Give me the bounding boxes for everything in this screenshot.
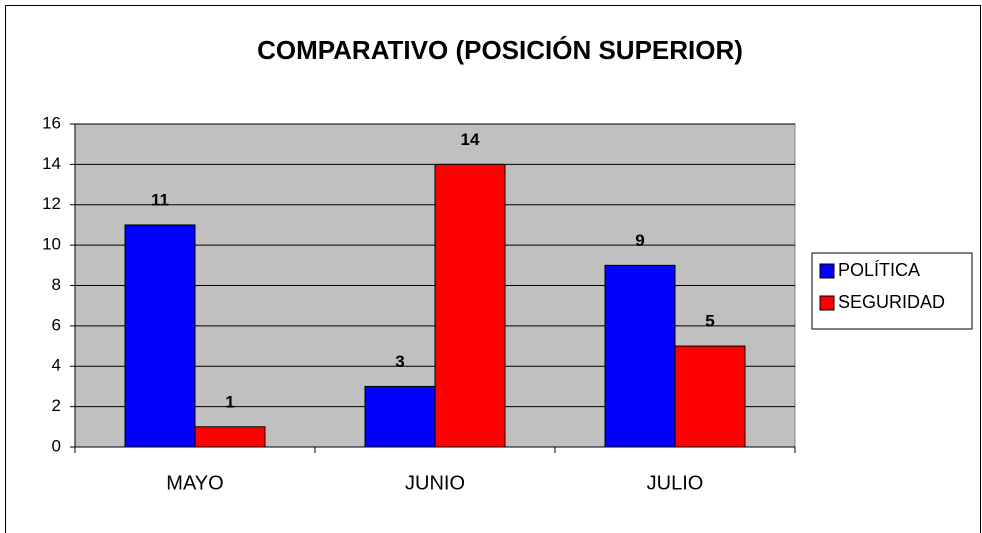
y-tick-label: 6 (52, 315, 61, 334)
bar (434, 163, 506, 448)
y-tick-label: 12 (42, 194, 61, 213)
data-label: 14 (461, 130, 480, 149)
y-tick-label: 16 (42, 113, 61, 132)
x-tick-label: JULIO (647, 472, 704, 494)
bar (364, 385, 436, 448)
bar (604, 264, 676, 448)
bar (124, 224, 196, 448)
y-tick-label: 14 (42, 154, 61, 173)
data-label: 5 (705, 312, 714, 331)
y-tick-label: 0 (52, 436, 61, 455)
x-tick-label: JUNIO (405, 472, 465, 494)
data-label: 9 (635, 231, 644, 250)
y-tick-label: 10 (42, 235, 61, 254)
data-label: 11 (151, 190, 169, 209)
bar (194, 426, 266, 448)
bar (674, 345, 746, 448)
x-tick-label: MAYO (166, 472, 223, 494)
legend-swatch (819, 295, 835, 311)
legend-label: POLÍTICA (838, 260, 920, 280)
data-label: 3 (395, 352, 404, 371)
legend-box (811, 252, 973, 330)
data-label: 1 (225, 392, 234, 411)
legend-swatch (819, 263, 835, 279)
legend-label: SEGURIDAD (838, 292, 945, 312)
chart-title: COMPARATIVO (POSICIÓN SUPERIOR) (257, 35, 743, 65)
y-tick-label: 2 (52, 396, 61, 415)
y-tick-label: 8 (52, 275, 61, 294)
y-tick-label: 4 (52, 356, 61, 375)
